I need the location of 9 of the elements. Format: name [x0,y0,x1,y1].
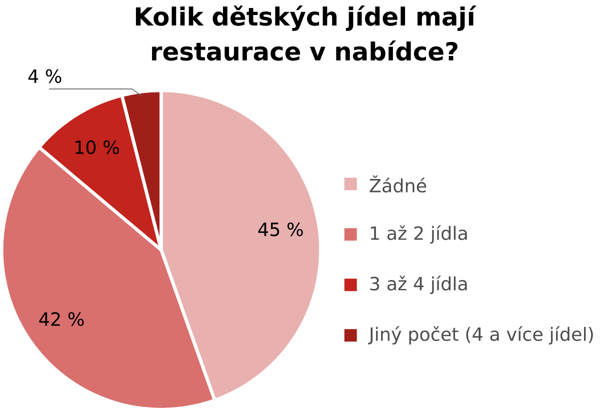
data-label: 42 % [39,312,84,326]
legend-label: 3 až 4 jídla [370,276,467,294]
legend-label: Jiný počet (4 a více jídel) [368,326,593,344]
chart-title: Kolik dětských jídel mají restaurace v nabídce? [136,5,476,61]
data-label: 45 % [258,222,303,236]
data-label: 10 % [76,140,119,154]
legend-label: Žádné [370,175,426,192]
legend-label: 1 až 2 jídla [370,225,467,244]
data-label: 4 % [28,69,62,84]
